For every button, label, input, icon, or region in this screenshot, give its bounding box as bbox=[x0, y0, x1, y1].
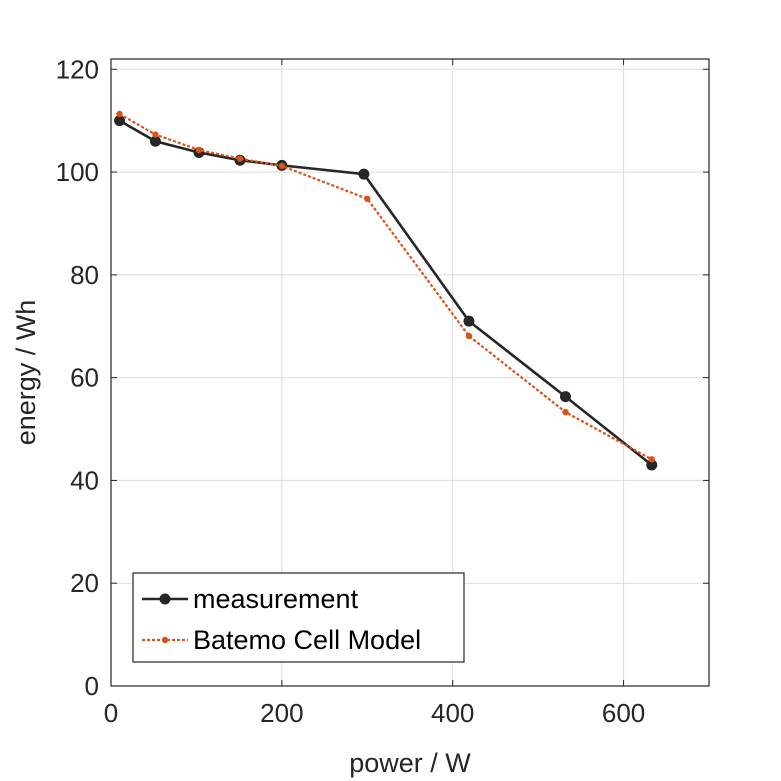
y-tick-label: 40 bbox=[70, 465, 99, 495]
data-point-measurement bbox=[646, 459, 658, 471]
y-tick-label: 60 bbox=[70, 363, 99, 393]
data-point-measurement bbox=[358, 168, 370, 180]
data-point-batemo-cell-model bbox=[648, 456, 655, 463]
data-point-batemo-cell-model bbox=[364, 195, 371, 202]
y-tick-label: 0 bbox=[85, 671, 99, 701]
data-point-measurement bbox=[463, 315, 475, 327]
x-tick-label: 600 bbox=[602, 698, 645, 728]
legend: measurement Batemo Cell Model bbox=[132, 572, 465, 663]
y-axis-label: energy / Wh bbox=[11, 300, 41, 446]
y-tick-label: 80 bbox=[70, 260, 99, 290]
data-point-batemo-cell-model bbox=[278, 162, 286, 170]
data-point-batemo-cell-model bbox=[152, 131, 159, 138]
x-tick-label: 0 bbox=[104, 698, 118, 728]
data-point-measurement bbox=[149, 135, 161, 147]
x-axis-label: power / W bbox=[349, 748, 471, 778]
x-tick-label: 400 bbox=[431, 698, 474, 728]
legend-box bbox=[132, 572, 465, 663]
legend-marker-measurement bbox=[159, 593, 171, 605]
legend-label-batemo-cell-model: Batemo Cell Model bbox=[193, 625, 421, 655]
series-layer bbox=[114, 110, 658, 471]
axis-ticks: 0 200 400 600 0 20 40 60 80 100 120 bbox=[56, 54, 709, 728]
x-tick-label: 200 bbox=[260, 698, 303, 728]
data-point-batemo-cell-model bbox=[195, 146, 203, 154]
data-point-measurement bbox=[559, 391, 571, 403]
y-tick-label: 100 bbox=[56, 157, 99, 187]
data-point-measurement bbox=[114, 115, 126, 127]
data-point-batemo-cell-model bbox=[236, 155, 244, 162]
plot-frame bbox=[110, 58, 710, 687]
legend-label-measurement: measurement bbox=[193, 584, 359, 614]
data-point-batemo-cell-model bbox=[116, 110, 123, 118]
legend-marker-batemo-cell-model bbox=[161, 636, 169, 644]
y-tick-label: 20 bbox=[70, 568, 99, 598]
data-point-batemo-cell-model bbox=[465, 332, 473, 340]
data-point-batemo-cell-model bbox=[562, 408, 569, 416]
y-tick-label: 120 bbox=[56, 54, 99, 84]
